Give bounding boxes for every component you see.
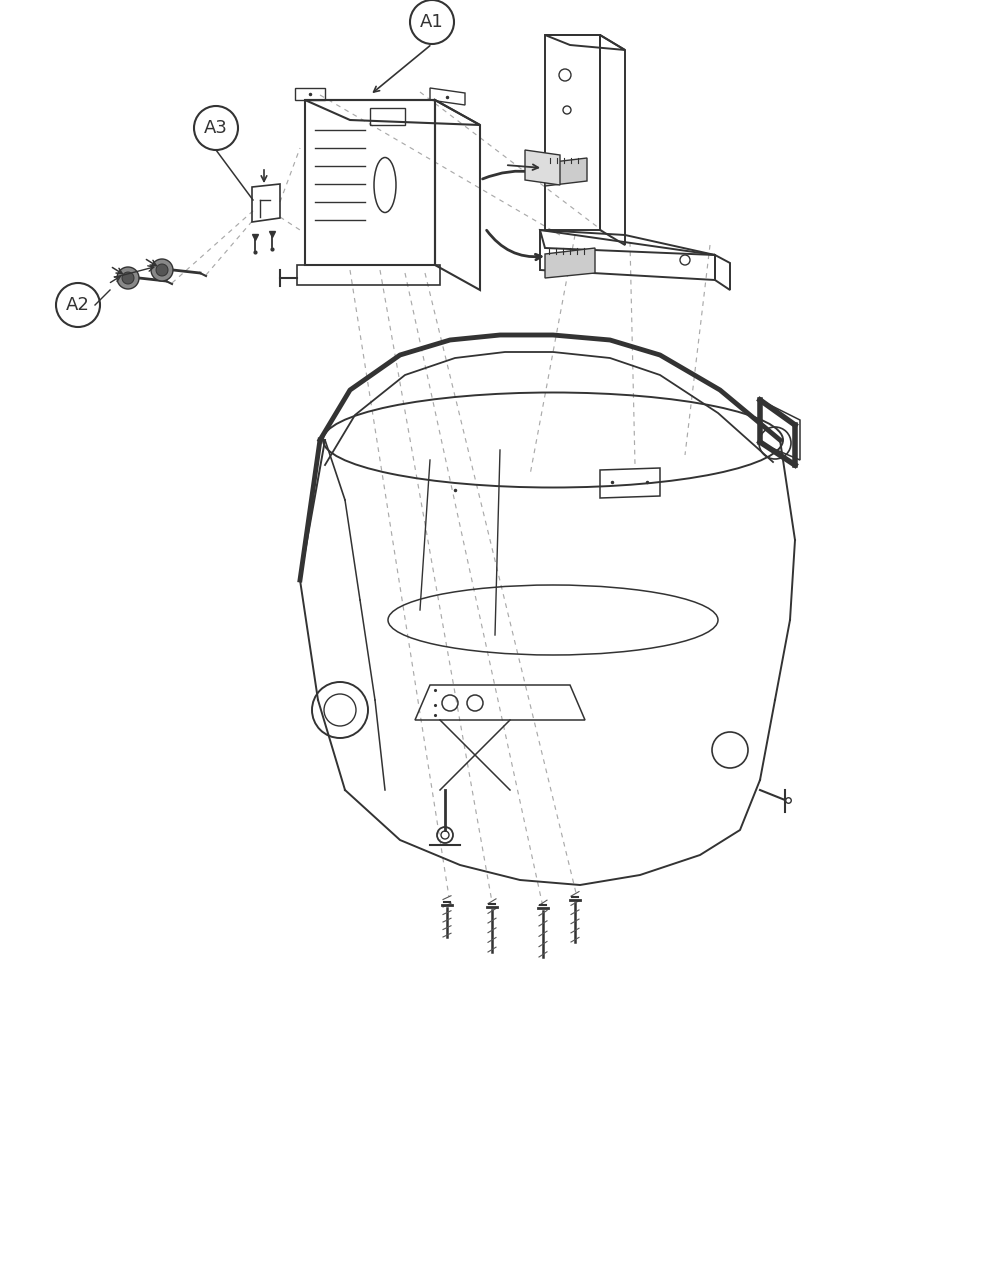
Circle shape [117,267,139,289]
Polygon shape [545,248,595,277]
Text: A2: A2 [66,296,90,314]
Polygon shape [545,158,587,186]
Text: A3: A3 [204,119,228,137]
Circle shape [151,258,173,281]
Circle shape [156,264,168,276]
Polygon shape [525,150,560,185]
Text: A1: A1 [420,13,444,30]
Circle shape [122,272,134,284]
